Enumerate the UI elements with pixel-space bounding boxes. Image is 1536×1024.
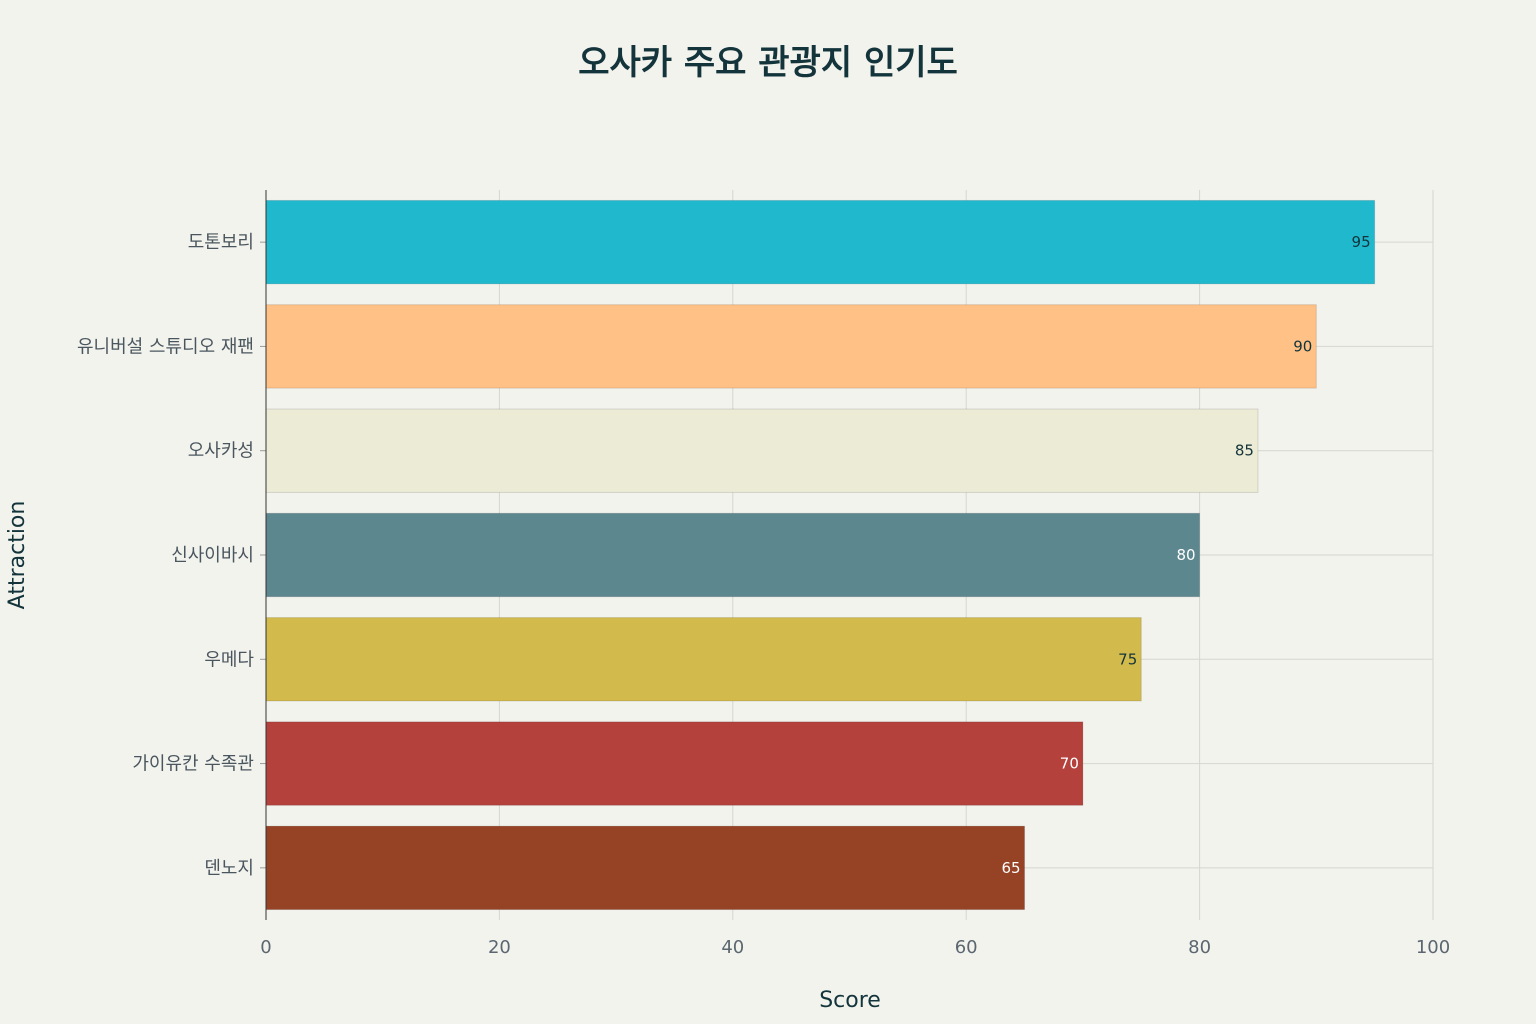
bar-value-label: 85 — [1235, 442, 1254, 460]
bar-value-label: 65 — [1001, 859, 1020, 877]
y-category-label: 우메다 — [204, 649, 254, 670]
x-tick-labels: 0 20 40 60 80 100 — [260, 937, 1450, 958]
bars: 95 90 85 80 75 70 65 — [265, 199, 1376, 911]
bar-value-label: 95 — [1352, 233, 1371, 251]
bar — [265, 304, 1317, 389]
bar — [265, 825, 1026, 911]
bar-value-label: 75 — [1118, 650, 1137, 668]
bar-value-label: 80 — [1177, 546, 1196, 564]
chart-title: 오사카 주요 관광지 인기도 — [578, 43, 958, 83]
y-category-label: 유니버설 스튜디오 재팬 — [77, 336, 254, 357]
x-tick-label: 100 — [1416, 937, 1450, 958]
bar-value-label: 70 — [1060, 755, 1079, 773]
bar — [265, 199, 1376, 285]
bar — [265, 721, 1084, 806]
x-tick-label: 40 — [721, 937, 744, 958]
x-tick-label: 60 — [955, 937, 978, 958]
x-axis-title: Score — [819, 988, 881, 1013]
y-category-label: 도톤보리 — [188, 232, 254, 253]
y-axis-title: Attraction — [5, 501, 30, 610]
bar-value-label: 90 — [1293, 337, 1312, 355]
y-category-label: 가이유칸 수족관 — [132, 754, 254, 775]
y-category-label: 신사이바시 — [171, 545, 254, 566]
y-category-label: 덴노지 — [204, 858, 254, 879]
x-tick-label: 20 — [488, 937, 511, 958]
bar — [265, 408, 1259, 493]
bar — [265, 617, 1142, 702]
x-tick-label: 80 — [1188, 937, 1211, 958]
x-tick-label: 0 — [260, 937, 271, 958]
bar — [265, 512, 1201, 598]
y-category-label: 오사카성 — [188, 441, 254, 462]
